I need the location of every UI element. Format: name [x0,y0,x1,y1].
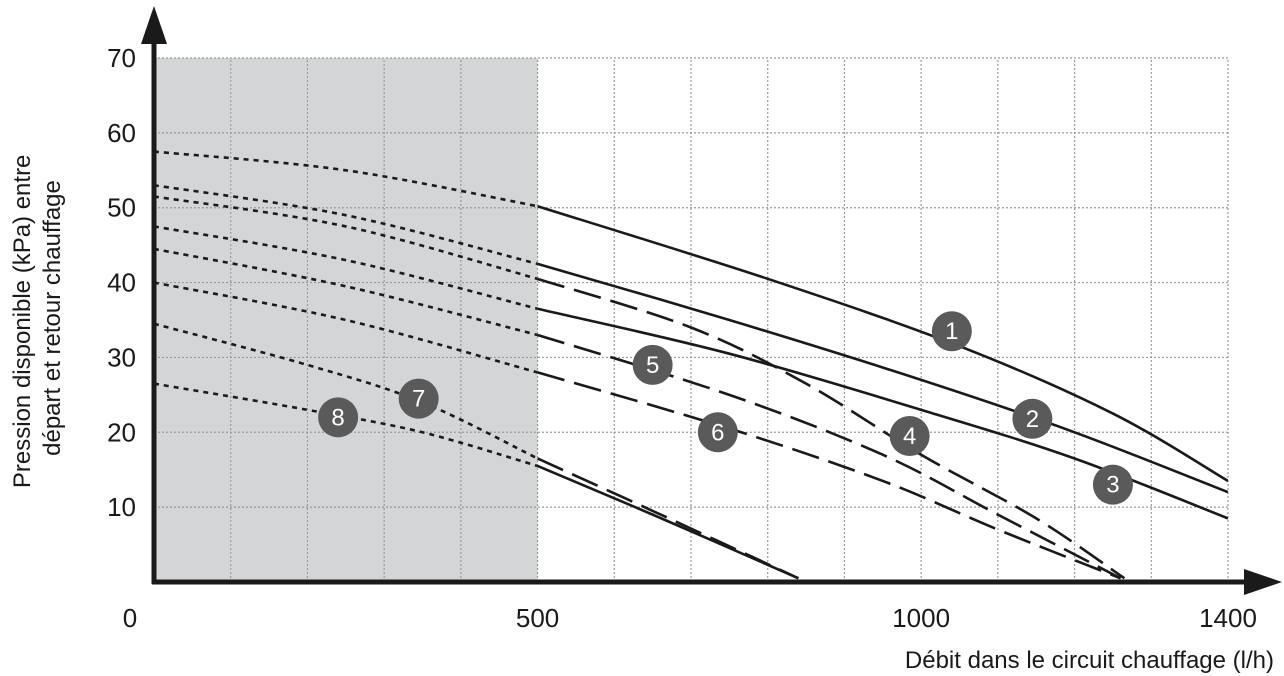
curve-2-dotted-segment-0 [153,183,538,266]
y-axis-title-line-2: départ et retour chauffage [39,180,66,456]
y-axis-arrow [141,6,167,44]
shaded-region-layer [154,58,538,582]
curve-marker-2 [1012,398,1053,439]
curves-layer [153,150,1228,580]
y-tick-label-70: 70 [107,43,136,73]
curve-marker-label-1: 1 [945,318,958,345]
curve-3-dotted-segment-0 [153,225,538,311]
x-tick-label-1000: 1000 [892,603,950,633]
y-tick-label-60: 60 [107,118,136,148]
shaded-region [154,58,538,582]
curve-1-dotted-segment-0 [153,150,538,208]
grid-layer [154,57,1229,582]
x-tick-label-1400: 1400 [1199,603,1257,633]
curve-marker-6 [697,412,738,453]
y-tick-label-40: 40 [107,268,136,298]
curve-marker-label-2: 2 [1026,406,1039,433]
y-axis-title: Pression disponible (kPa) entre départ e… [9,148,66,488]
curve-marker-1 [931,311,972,352]
x-axis-title: Débit dans le circuit chauffage (l/h) [905,647,1274,674]
curve-marker-label-8: 8 [331,404,344,431]
curve-marker-label-5: 5 [646,352,659,379]
y-tick-label-50: 50 [107,193,136,223]
y-tick-label-20: 20 [107,417,136,447]
x-axis-arrow [1244,569,1282,595]
curve-2-solid-segment-1 [537,262,1228,494]
curve-4-dashed-segment-1 [537,277,1126,580]
x-tick-label-500: 500 [516,603,559,633]
curve-marker-label-7: 7 [412,386,425,413]
curve-6-dashed-segment-1 [537,371,1122,580]
y-tick-label-30: 30 [107,342,136,372]
curve-1-solid-segment-1 [537,204,1228,483]
markers-layer: 1 2 3 4 5 6 7 8 [318,311,1133,505]
tick-labels-layer: 0 500 1000 1400 10 20 30 40 50 60 70 [107,43,1257,633]
curve-marker-8 [318,397,359,438]
curve-marker-4 [889,416,930,457]
curve-marker-label-3: 3 [1106,472,1119,499]
y-axis-title-line-1: Pression disponible (kPa) entre [9,155,36,489]
curve-marker-5 [632,344,673,385]
curve-marker-7 [398,378,439,419]
curve-marker-label-6: 6 [711,419,724,446]
x-tick-label-0: 0 [123,603,137,633]
curve-marker-3 [1092,464,1133,505]
axes-layer [141,6,1282,595]
curve-5-dashed-segment-1 [537,333,1122,580]
curve-8-solid-segment-1 [537,464,799,580]
curve-4-dotted-segment-0 [153,195,538,281]
curve-marker-label-4: 4 [903,423,916,450]
y-tick-label-10: 10 [107,492,136,522]
curve-8-dotted-segment-0 [153,382,538,468]
